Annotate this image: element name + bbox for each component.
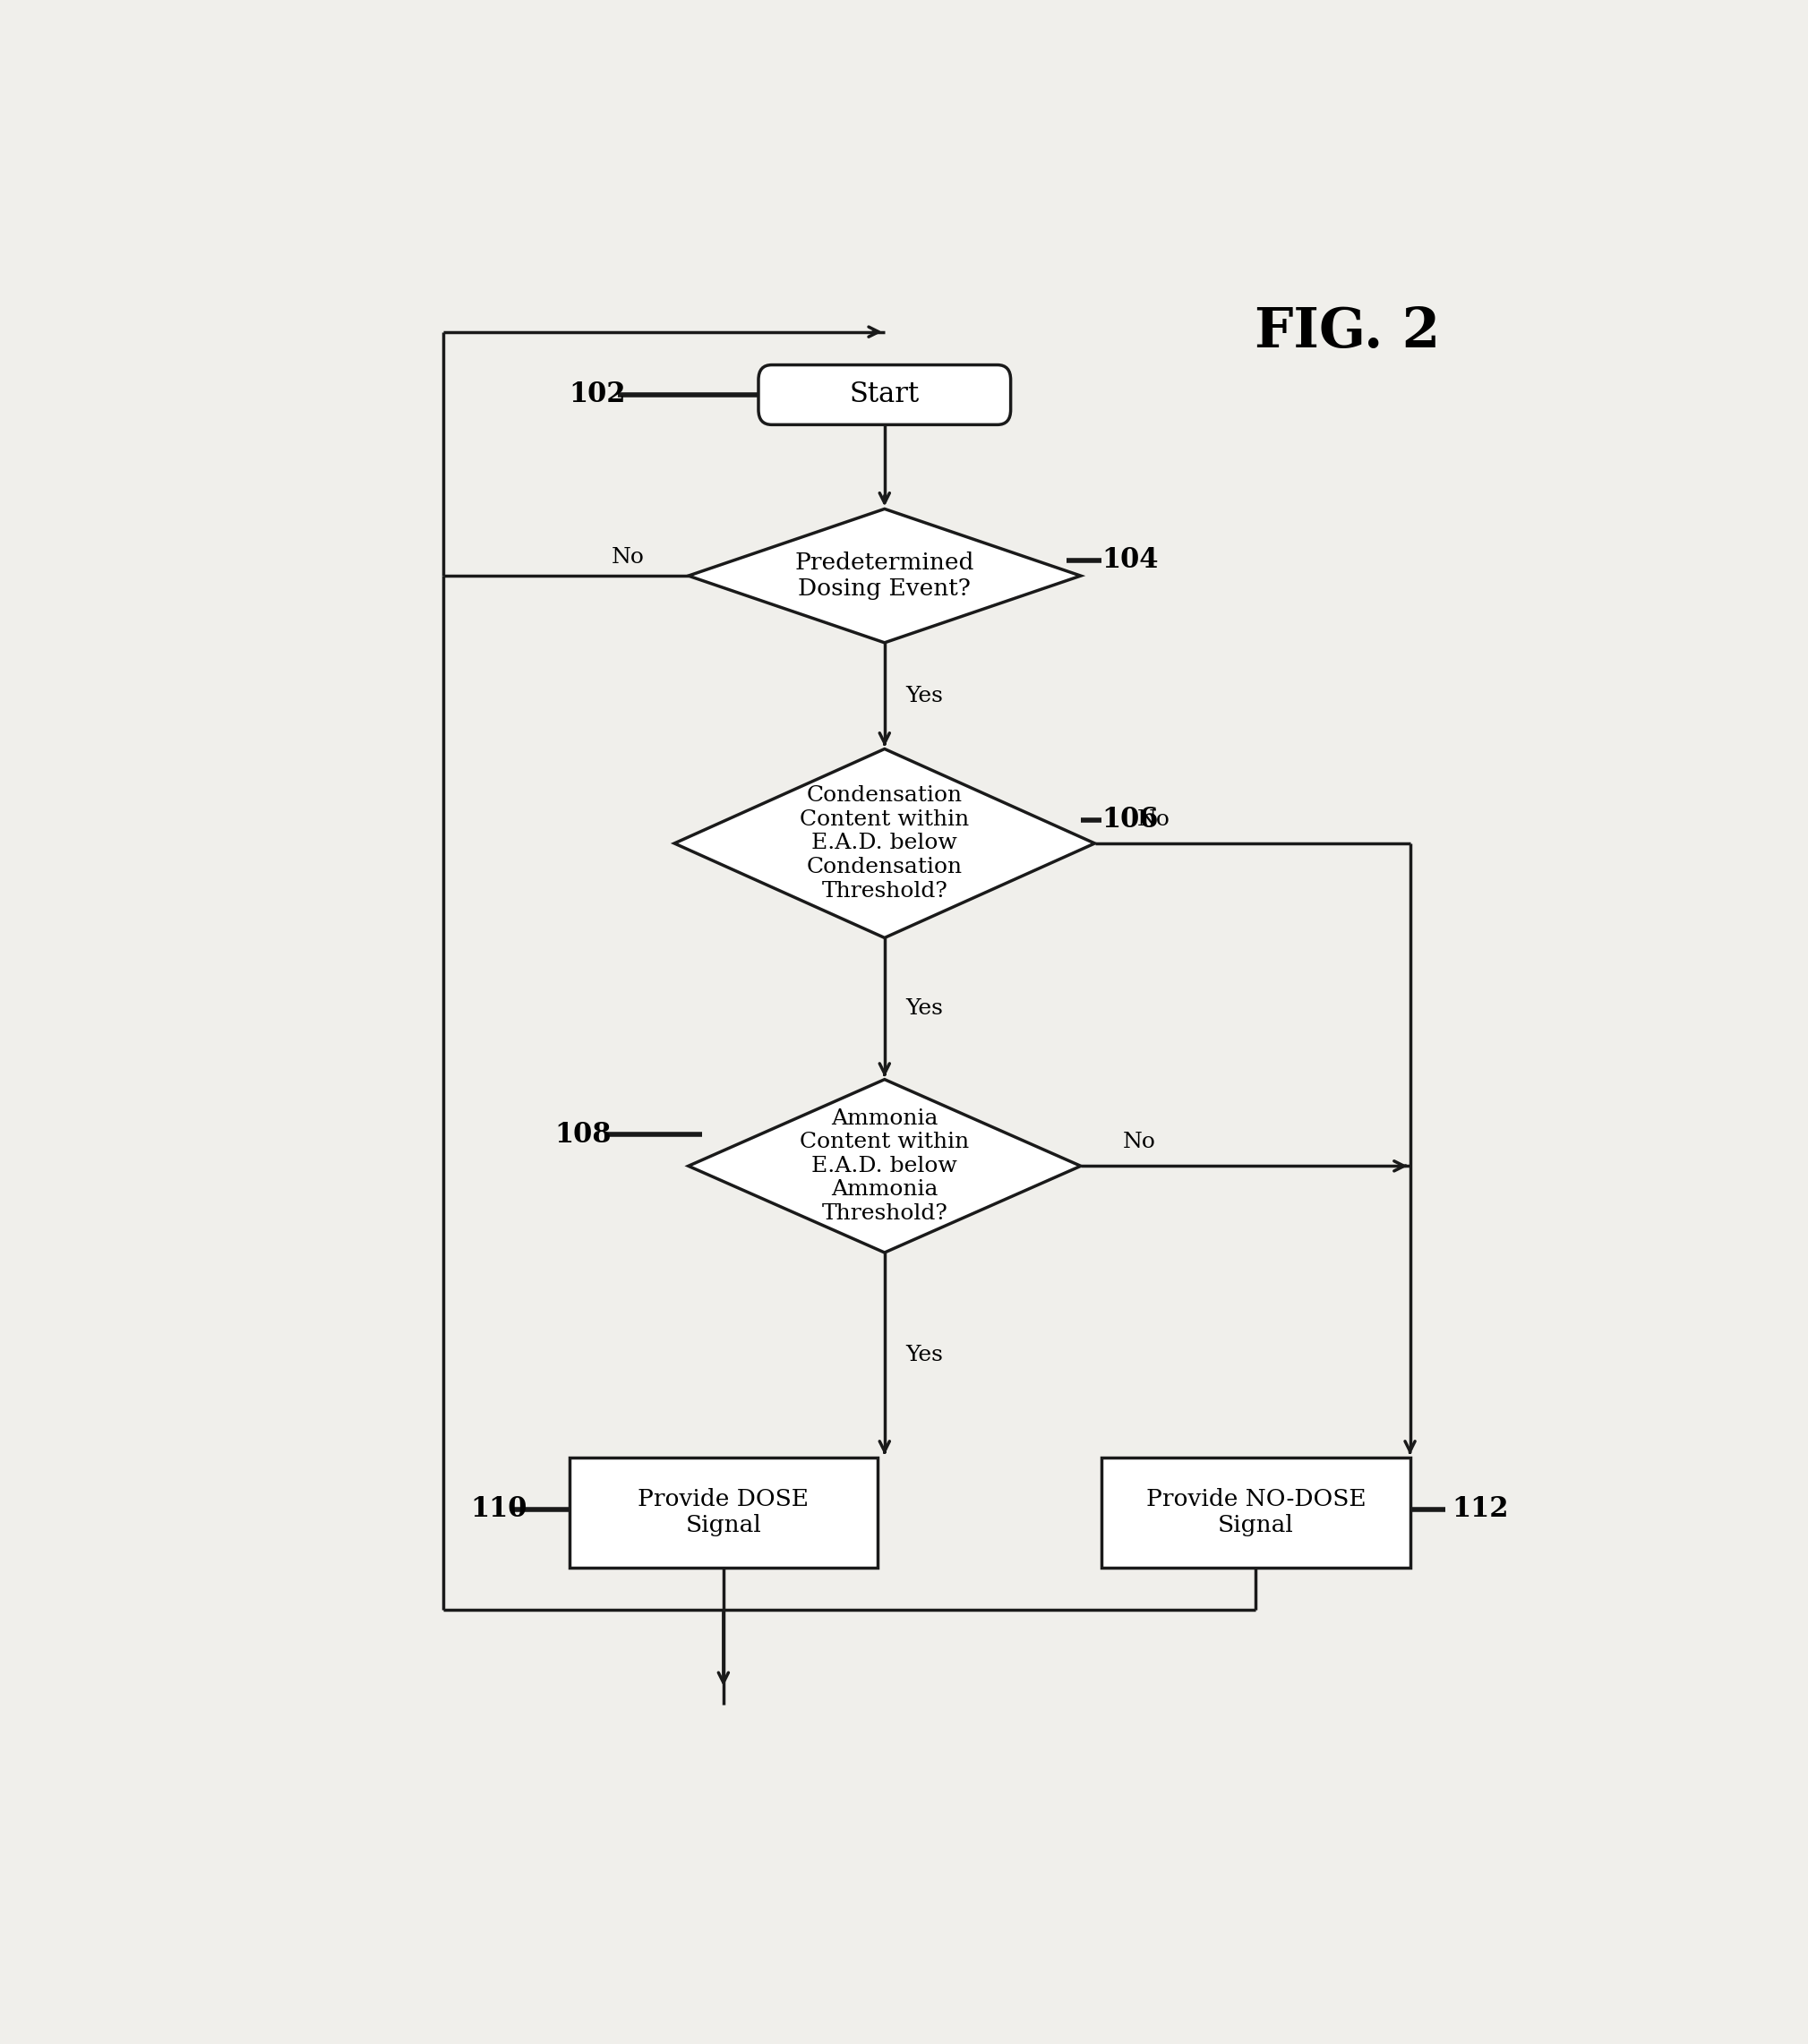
Polygon shape [674,748,1096,938]
Text: No: No [611,546,644,566]
Text: Condensation
Content within
E.A.D. below
Condensation
Threshold?: Condensation Content within E.A.D. below… [799,785,969,901]
Text: FIG. 2: FIG. 2 [1255,305,1439,358]
Text: Predetermined
Dosing Event?: Predetermined Dosing Event? [796,552,975,601]
Text: Ammonia
Content within
E.A.D. below
Ammonia
Threshold?: Ammonia Content within E.A.D. below Ammo… [799,1108,969,1224]
FancyBboxPatch shape [759,366,1011,425]
Text: Yes: Yes [906,997,944,1018]
Text: 108: 108 [555,1120,611,1149]
Text: No: No [1123,1132,1155,1153]
Bar [1101,1457,1410,1568]
Bar [570,1457,877,1568]
Text: Provide NO-DOSE
Signal: Provide NO-DOSE Signal [1146,1488,1365,1537]
Text: Yes: Yes [906,685,944,705]
Text: 112: 112 [1452,1496,1508,1523]
Text: 110: 110 [470,1496,528,1523]
Text: 102: 102 [570,380,626,409]
Polygon shape [689,509,1081,642]
Text: 104: 104 [1101,546,1159,574]
Text: Start: Start [850,380,920,409]
Polygon shape [689,1079,1081,1253]
Text: Provide DOSE
Signal: Provide DOSE Signal [638,1488,808,1537]
Text: Yes: Yes [906,1345,944,1365]
Text: 106: 106 [1101,805,1159,834]
Text: No: No [1137,809,1170,830]
